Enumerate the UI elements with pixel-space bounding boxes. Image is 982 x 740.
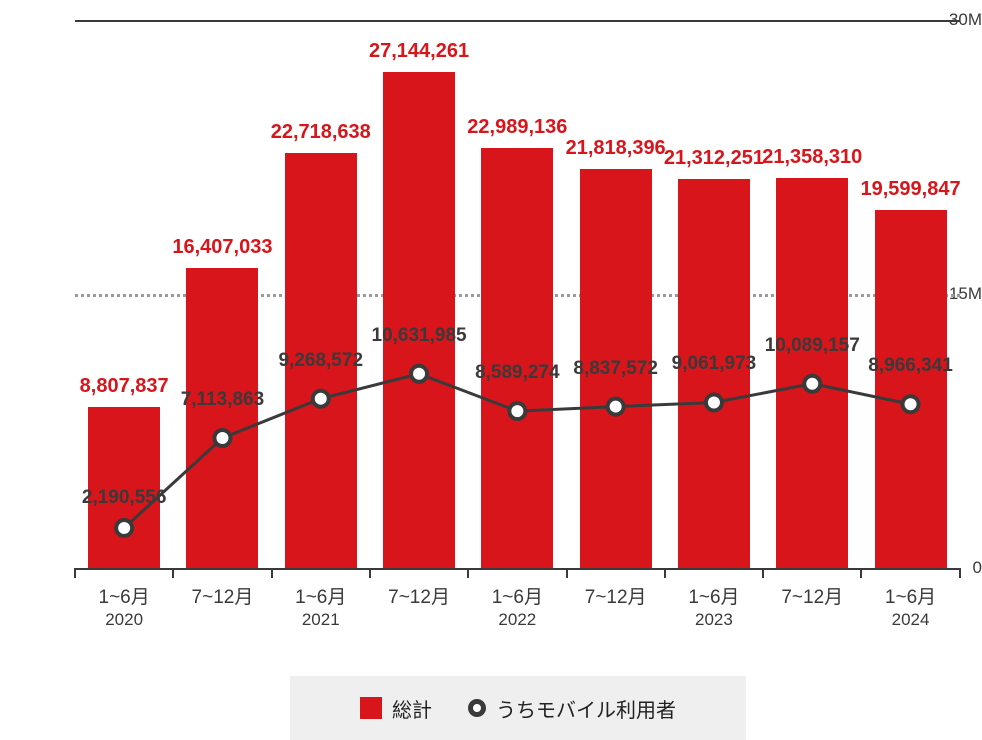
x-axis-period-label: 7~12月 xyxy=(781,582,843,609)
x-axis-period-label: 7~12月 xyxy=(192,582,254,609)
legend-swatch-bar xyxy=(360,697,382,719)
line-value-label: 8,589,274 xyxy=(475,362,560,384)
x-axis-period-label: 1~6月 xyxy=(885,582,936,609)
line-value-label: 10,089,157 xyxy=(765,335,860,357)
x-axis-period-label: 1~6月 xyxy=(688,582,739,609)
x-axis-tick xyxy=(860,568,862,578)
x-axis-tick xyxy=(172,568,174,578)
x-axis-year-label: 2020 xyxy=(105,610,143,630)
line-value-label: 10,631,985 xyxy=(372,325,467,347)
plot-area: 8,807,83716,407,03322,718,63827,144,2612… xyxy=(75,20,960,568)
x-axis-tick xyxy=(74,568,76,578)
line-value-label: 9,061,973 xyxy=(672,353,757,375)
x-axis-tick xyxy=(271,568,273,578)
x-axis-year-label: 2024 xyxy=(892,610,930,630)
legend-swatch-marker xyxy=(468,699,486,717)
x-axis-year-label: 2021 xyxy=(302,610,340,630)
line-value-label: 9,268,572 xyxy=(278,350,363,372)
line-value-label: 2,190,556 xyxy=(82,487,167,509)
line-value-labels: 2,190,556 7,113,863 9,268,572 10,631,985 8,5… xyxy=(75,20,960,568)
x-axis-period-label: 1~6月 xyxy=(295,582,346,609)
x-axis-tick xyxy=(566,568,568,578)
line-value-label: 8,966,341 xyxy=(868,355,953,377)
x-axis-year-label: 2022 xyxy=(498,610,536,630)
x-axis-period-label: 1~6月 xyxy=(492,582,543,609)
legend: 総計 うちモバイル利用者 xyxy=(290,676,746,740)
x-axis-period-label: 7~12月 xyxy=(388,582,450,609)
x-axis-tick xyxy=(959,568,961,578)
legend-label: うちモバイル利用者 xyxy=(496,694,676,723)
legend-label: 総計 xyxy=(392,694,432,723)
line-value-label: 8,837,572 xyxy=(573,358,658,380)
x-axis-year-label: 2023 xyxy=(695,610,733,630)
x-axis-tick xyxy=(664,568,666,578)
legend-item: うちモバイル利用者 xyxy=(468,694,676,723)
legend-item: 総計 xyxy=(360,694,432,723)
usage-chart: 015M30M 8,807,83716,407,03322,718,63827,… xyxy=(0,0,982,733)
x-axis-period-label: 7~12月 xyxy=(585,582,647,609)
line-value-label: 7,113,863 xyxy=(181,389,264,411)
x-axis-tick xyxy=(762,568,764,578)
x-axis-period-label: 1~6月 xyxy=(99,582,150,609)
x-axis-tick xyxy=(467,568,469,578)
gridline xyxy=(75,568,960,570)
x-axis-tick xyxy=(369,568,371,578)
